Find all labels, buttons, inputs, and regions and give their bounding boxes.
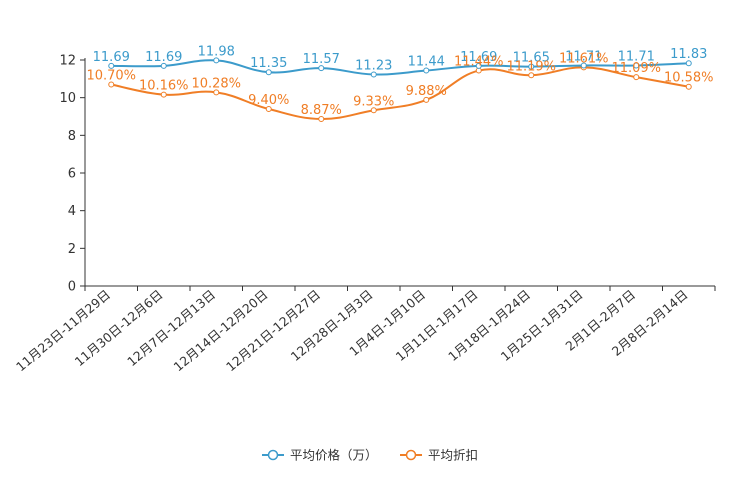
data-label: 10.28%	[191, 76, 241, 91]
data-point[interactable]	[160, 62, 167, 69]
data-label: 11.69	[93, 50, 130, 65]
data-label: 10.70%	[86, 68, 136, 83]
x-tick-label: 12月14日-12月20日	[171, 287, 271, 374]
data-point[interactable]	[108, 62, 115, 69]
data-label: 9.40%	[248, 93, 289, 108]
data-label: 11.69	[460, 50, 497, 65]
data-point[interactable]	[318, 115, 325, 122]
legend-item-0[interactable]: 平均价格（万）	[262, 448, 378, 463]
data-point[interactable]	[685, 60, 692, 67]
x-tick-label: 12月7日-12月13日	[124, 287, 218, 369]
legend-item-1[interactable]: 平均折扣	[400, 448, 478, 463]
chart-series	[108, 57, 692, 122]
data-label: 11.61%	[559, 51, 609, 66]
data-point[interactable]	[370, 107, 377, 114]
y-tick-label: 2	[68, 242, 76, 257]
data-point[interactable]	[475, 62, 482, 69]
y-tick-label: 6	[68, 167, 76, 182]
data-point[interactable]	[423, 67, 430, 74]
data-label: 11.09%	[611, 61, 661, 76]
data-label: 10.16%	[139, 79, 189, 94]
y-tick-label: 0	[68, 280, 76, 295]
data-label: 11.19%	[506, 59, 556, 74]
data-point[interactable]	[370, 71, 377, 78]
data-label: 9.33%	[353, 94, 394, 109]
series-line-0	[111, 59, 689, 76]
legend-swatch-marker	[267, 449, 279, 461]
x-tick-label: 11月23日-11月29日	[13, 287, 113, 374]
data-point[interactable]	[318, 65, 325, 72]
data-point[interactable]	[265, 105, 272, 112]
data-label: 11.69	[145, 50, 182, 65]
data-label: 11.65	[513, 51, 550, 66]
data-label: 11.44	[408, 55, 445, 70]
data-label: 10.58%	[664, 71, 714, 86]
data-point[interactable]	[685, 83, 692, 90]
data-label: 11.71	[618, 49, 655, 64]
data-label: 11.44%	[454, 55, 504, 70]
y-tick-label: 4	[68, 204, 76, 219]
chart-data-labels: 11.69 11.69 11.98 11.35 11.57 11.23 11.44 11.69…	[86, 44, 713, 118]
data-point[interactable]	[108, 81, 115, 88]
x-tick-label: 12月21日-12月27日	[223, 287, 323, 374]
data-label: 8.87%	[301, 103, 342, 118]
series-line-1	[111, 66, 689, 120]
data-label: 11.23	[355, 59, 392, 74]
data-point[interactable]	[265, 69, 272, 76]
y-tick-label: 8	[68, 129, 76, 144]
data-point[interactable]	[423, 96, 430, 103]
data-label: 11.57	[303, 52, 340, 67]
data-label: 11.98	[198, 44, 235, 59]
y-tick-label: 12	[59, 54, 76, 69]
data-point[interactable]	[633, 74, 640, 81]
data-label: 11.35	[250, 56, 287, 71]
x-tick-label: 11月30日-12月6日	[72, 287, 166, 369]
data-point[interactable]	[213, 89, 220, 96]
data-point[interactable]	[160, 91, 167, 98]
legend-label: 平均折扣	[428, 448, 478, 463]
data-label: 11.83	[670, 47, 707, 62]
data-label: 9.88%	[406, 84, 447, 99]
data-point[interactable]	[213, 57, 220, 64]
legend-label: 平均价格（万）	[290, 448, 378, 463]
data-point[interactable]	[528, 63, 535, 70]
chart-legend[interactable]: 平均价格（万） 平均折扣	[262, 448, 478, 463]
y-tick-label: 10	[59, 91, 76, 106]
data-label: 11.71	[565, 49, 602, 64]
data-point[interactable]	[580, 62, 587, 69]
data-point[interactable]	[633, 62, 640, 69]
legend-swatch-marker	[405, 449, 417, 461]
data-point[interactable]	[528, 72, 535, 79]
